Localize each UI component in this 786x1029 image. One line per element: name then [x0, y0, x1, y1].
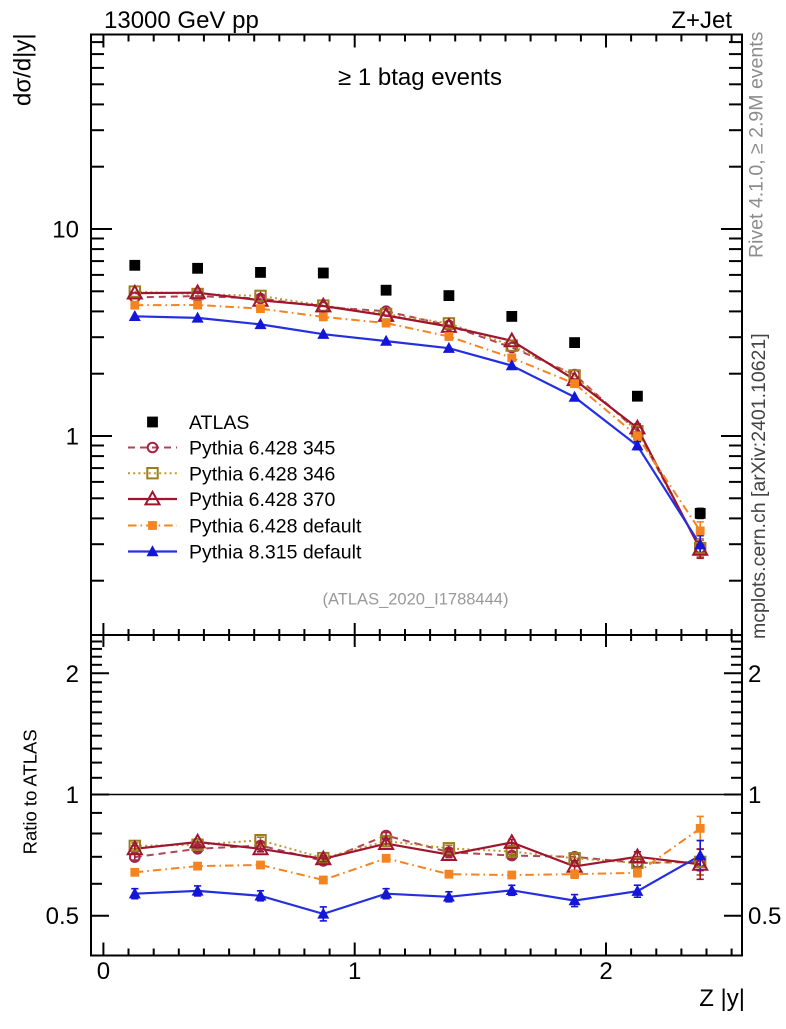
svg-text:13000 GeV pp: 13000 GeV pp	[104, 7, 259, 34]
svg-text:2: 2	[599, 958, 612, 985]
svg-text:≥ 1 btag events: ≥ 1 btag events	[338, 64, 502, 91]
svg-text:1: 1	[348, 958, 361, 985]
svg-text:Pythia 6.428 default: Pythia 6.428 default	[189, 516, 362, 538]
svg-text:ATLAS: ATLAS	[189, 412, 249, 434]
svg-text:(ATLAS_2020_I1788444): (ATLAS_2020_I1788444)	[323, 591, 509, 609]
svg-text:Rivet 4.1.0, ≥ 2.9M events: Rivet 4.1.0, ≥ 2.9M events	[746, 31, 768, 258]
svg-text:mcplots.cern.ch [arXiv:2401.10: mcplots.cern.ch [arXiv:2401.10621]	[748, 333, 770, 639]
svg-text:0.5: 0.5	[46, 903, 79, 930]
svg-text:1: 1	[66, 424, 79, 451]
svg-text:1: 1	[66, 782, 79, 809]
svg-text:Z |y|: Z |y|	[699, 985, 745, 1012]
svg-text:Z+Jet: Z+Jet	[671, 7, 732, 34]
svg-text:0: 0	[97, 958, 110, 985]
svg-text:Pythia 6.428 346: Pythia 6.428 346	[189, 463, 335, 485]
svg-text:0.5: 0.5	[748, 903, 781, 930]
svg-text:Pythia 6.428 370: Pythia 6.428 370	[189, 489, 336, 511]
svg-text:Pythia 8.315 default: Pythia 8.315 default	[189, 542, 362, 564]
svg-text:dσ/d|y|: dσ/d|y|	[10, 33, 37, 106]
svg-text:Pythia 6.428 345: Pythia 6.428 345	[189, 438, 336, 460]
svg-text:2: 2	[748, 661, 761, 688]
svg-text:2: 2	[66, 661, 79, 688]
svg-text:1: 1	[748, 782, 761, 809]
svg-text:10: 10	[52, 217, 79, 244]
svg-text:Ratio to ATLAS: Ratio to ATLAS	[20, 729, 41, 854]
